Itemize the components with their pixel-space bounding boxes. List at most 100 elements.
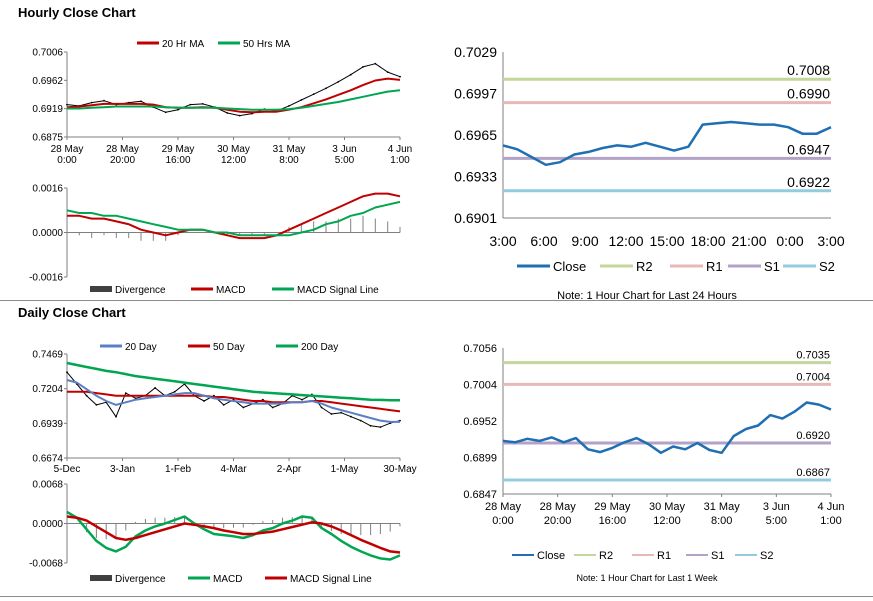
daily-price-close-point-27 [330, 413, 333, 415]
hourly-24h-y-tick-label: 0.6933 [454, 168, 497, 184]
hourly-macd-signal-line [66, 200, 401, 237]
daily-week-note: Note: 1 Hour Chart for Last 1 Week [577, 573, 718, 583]
daily-price-x-tick-label: 3-Jan [110, 464, 135, 475]
hourly-section-title: Hourly Close Chart [18, 5, 136, 20]
daily-week-x-tick-label: 12:00 [653, 515, 681, 527]
hourly-price-close-point-13 [226, 112, 229, 114]
hourly-price-y-tick-label: 0.7006 [32, 48, 63, 59]
hourly-price-x-tick-label: 8:00 [279, 155, 299, 166]
hourly-price-close-point-14 [238, 114, 241, 117]
hourly-24h-y-tick-label: 0.6965 [454, 127, 497, 143]
daily-price-close-point-24 [301, 398, 303, 401]
daily-macd-y-tick-label: 0.0000 [32, 519, 63, 530]
hourly-24h-legend-r1-label: R1 [706, 259, 723, 274]
section-divider [0, 300, 873, 301]
hourly-price-close-point-10 [189, 103, 192, 106]
daily-week-level-s1-label: 0.6920 [796, 430, 830, 442]
daily-week-x-tick-label: 5:00 [766, 515, 787, 527]
hourly-24h-y-tick-label: 0.6901 [454, 210, 497, 226]
hourly-price-legend-ma20-label: 20 Hr MA [162, 39, 205, 50]
daily-price-close-point-29 [350, 415, 352, 418]
daily-price-x-tick-label: 4-Mar [220, 464, 247, 475]
hourly-24h-x-tick-label: 6:00 [530, 233, 557, 249]
hourly-24h-legend-r2-label: R2 [636, 259, 653, 274]
hourly-price-close-point-21 [325, 87, 327, 90]
daily-week-y-tick-label: 0.6847 [463, 489, 497, 501]
daily-macd-legend-divergence-swatch [90, 575, 112, 581]
hourly-macd-y-tick-label: -0.0016 [29, 273, 63, 284]
hourly-price-x-tick-label: 31 May [273, 144, 306, 155]
hourly-24h-y-tick-label: 0.7029 [454, 44, 497, 60]
daily-week-x-tick-label: 28 May [485, 501, 522, 513]
hourly-macd-legend-macd-label: MACD [216, 285, 245, 296]
daily-price-y-tick-label: 0.7204 [32, 384, 63, 395]
bottom-divider [0, 596, 873, 597]
hourly-price-close-point-18 [288, 105, 290, 107]
daily-week-close-line [502, 401, 832, 455]
hourly-price-x-tick-label: 12:00 [221, 155, 246, 166]
hourly-price-ma50-line [67, 89, 401, 111]
hourly-24h-x-tick-label: 18:00 [690, 233, 725, 249]
hourly-price-close-point-9 [177, 108, 179, 111]
hourly-macd-line [67, 192, 401, 240]
daily-price-close-point-6 [124, 392, 127, 394]
daily-price-x-tick-label: 1-May [331, 464, 359, 475]
hourly-price-x-tick-label: 5:00 [335, 155, 355, 166]
hourly-price-close-point-26 [386, 71, 389, 73]
daily-price-y-tick-label: 0.6674 [32, 454, 63, 465]
daily-price-close-point-5 [115, 415, 117, 418]
daily-week-x-tick-label: 31 May [704, 501, 741, 513]
daily-week-level-r2-label: 0.7035 [796, 350, 830, 362]
daily-price-close-point-16 [222, 404, 225, 406]
daily-price-x-tick-label: 30-May [383, 464, 416, 475]
hourly-24h-level-s2-label: 0.6922 [787, 174, 830, 190]
daily-price-close-point-30 [359, 419, 362, 422]
hourly-24h-level-r1-label: 0.6990 [787, 86, 830, 102]
hourly-price-close-point-11 [201, 103, 204, 105]
hourly-price-x-tick-label: 3 Jun [332, 144, 356, 155]
hourly-macd-legend-divergence-swatch [90, 286, 112, 292]
daily-week-legend-r1-label: R1 [657, 550, 671, 562]
hourly-24h-x-tick-label: 3:00 [489, 233, 516, 249]
daily-week-legend-s1-label: S1 [711, 550, 724, 562]
daily-macd-legend-macd-label: MACD [213, 574, 242, 585]
daily-week-legend-s2-label: S2 [760, 550, 773, 562]
hourly-24h-level-s1-label: 0.6947 [787, 141, 830, 157]
daily-week-x-tick-label: 30 May [649, 501, 686, 513]
hourly-price-x-tick-label: 4 Jun [388, 144, 412, 155]
daily-week-x-tick-label: 8:00 [711, 515, 732, 527]
hourly-price-close-point-22 [337, 80, 340, 83]
hourly-price-x-tick-label: 28 May [106, 144, 139, 155]
daily-week-x-tick-label: 28 May [540, 501, 577, 513]
daily-price-200day-line [66, 361, 401, 402]
hourly-macd-y-tick-label: 0.0016 [32, 184, 63, 195]
hourly-macd-legend-signal-label: MACD Signal Line [297, 285, 379, 296]
daily-price-legend-20day-label: 20 Day [125, 342, 157, 353]
daily-price-close-point-0 [66, 371, 68, 374]
daily-price-close-point-28 [340, 411, 343, 414]
daily-week-x-tick-label: 0:00 [492, 515, 513, 527]
hourly-price-y-tick-label: 0.6962 [32, 76, 63, 87]
daily-week-legend-r2-label: R2 [599, 550, 613, 562]
hourly-macd-legend-divergence-label: Divergence [115, 285, 166, 296]
daily-price-y-tick-label: 0.6939 [32, 419, 63, 430]
hourly-price-close-point-3 [103, 99, 105, 102]
daily-week-y-tick-label: 0.7004 [463, 379, 497, 391]
hourly-price-x-tick-label: 29 May [162, 144, 195, 155]
daily-price-close-point-14 [203, 400, 206, 402]
daily-section-title: Daily Close Chart [18, 305, 126, 320]
hourly-price-x-tick-label: 0:00 [57, 155, 77, 166]
daily-price-close-point-21 [271, 406, 274, 409]
daily-week-x-tick-label: 20:00 [544, 515, 572, 527]
daily-week-y-tick-label: 0.6952 [463, 416, 497, 428]
hourly-24h-x-tick-label: 15:00 [649, 233, 684, 249]
daily-macd-line [66, 510, 401, 561]
daily-price-50day-line [67, 390, 401, 413]
daily-price-legend-50day-label: 50 Day [213, 342, 245, 353]
daily-week-level-r1-label: 0.7004 [796, 371, 830, 383]
hourly-price-close-point-24 [362, 66, 364, 68]
daily-week-x-tick-label: 4 Jun [818, 501, 845, 513]
hourly-24h-legend-close-label: Close [553, 259, 586, 274]
daily-week-x-tick-label: 16:00 [599, 515, 627, 527]
